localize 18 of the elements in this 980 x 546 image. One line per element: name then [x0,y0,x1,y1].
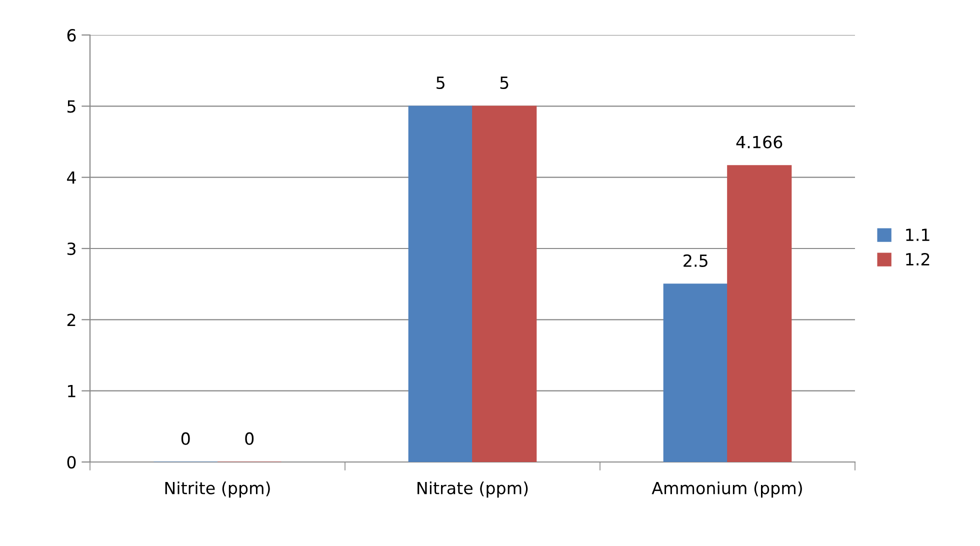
data-label: 4.166 [736,136,782,148]
y-tick-label: 1 [68,385,76,398]
data-label: 0 [245,432,254,445]
data-label: 5 [436,76,444,90]
y-tick-label: 4 [67,172,76,184]
y-tick-label: 2 [67,314,76,326]
legend-label: 1.2 [906,252,930,266]
y-tick-label: 5 [67,100,76,113]
x-tick-label: Nitrite (ppm) [165,481,270,498]
y-tick-label: 3 [67,242,76,256]
data-label: 5 [500,76,508,90]
x-tick-label: Ammonium (ppm) [652,481,802,498]
y-tick-label: 6 [67,28,76,42]
data-label: 0 [181,432,190,445]
legend-label: 1.1 [906,228,930,241]
data-label: 2.5 [684,254,708,267]
x-tick-label: Nitrate (ppm) [418,481,528,498]
y-tick-label: 0 [67,456,76,469]
